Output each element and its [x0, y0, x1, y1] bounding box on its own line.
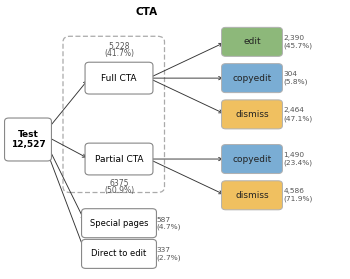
Text: 5,228: 5,228	[108, 42, 130, 51]
FancyBboxPatch shape	[85, 143, 153, 175]
Text: Direct to edit: Direct to edit	[91, 249, 147, 258]
Text: (4.7%): (4.7%)	[156, 223, 181, 230]
Text: Special pages: Special pages	[90, 219, 148, 228]
Text: (47.1%): (47.1%)	[284, 115, 313, 122]
FancyBboxPatch shape	[85, 62, 153, 94]
Text: 1,490: 1,490	[284, 152, 304, 158]
FancyBboxPatch shape	[82, 209, 156, 238]
FancyBboxPatch shape	[222, 145, 282, 174]
Text: (2.7%): (2.7%)	[156, 254, 181, 261]
FancyBboxPatch shape	[222, 27, 282, 56]
Text: copyedit: copyedit	[232, 155, 272, 163]
Text: 304: 304	[284, 71, 298, 77]
Text: Partial CTA: Partial CTA	[95, 155, 143, 163]
Text: 2,464: 2,464	[284, 107, 304, 114]
Text: edit: edit	[243, 37, 261, 46]
Text: (50.9%): (50.9%)	[104, 186, 134, 195]
Text: 4,586: 4,586	[284, 188, 304, 194]
FancyBboxPatch shape	[222, 181, 282, 210]
Text: 2,390: 2,390	[284, 35, 304, 41]
Text: 337: 337	[156, 247, 170, 253]
Text: dismiss: dismiss	[235, 191, 269, 200]
Text: (71.9%): (71.9%)	[284, 196, 313, 203]
Text: 587: 587	[156, 217, 170, 223]
Text: copyedit: copyedit	[232, 74, 272, 83]
Text: dismiss: dismiss	[235, 110, 269, 119]
Text: 6375: 6375	[109, 179, 129, 188]
FancyBboxPatch shape	[222, 64, 282, 93]
Text: (41.7%): (41.7%)	[104, 49, 134, 58]
Text: Full CTA: Full CTA	[101, 74, 137, 83]
FancyBboxPatch shape	[5, 118, 51, 161]
Text: CTA: CTA	[136, 7, 158, 17]
Text: (45.7%): (45.7%)	[284, 42, 313, 49]
FancyBboxPatch shape	[82, 239, 156, 268]
Text: (5.8%): (5.8%)	[284, 79, 308, 85]
Text: Test
12,527: Test 12,527	[10, 130, 46, 149]
Text: (23.4%): (23.4%)	[284, 160, 313, 166]
FancyBboxPatch shape	[222, 100, 282, 129]
